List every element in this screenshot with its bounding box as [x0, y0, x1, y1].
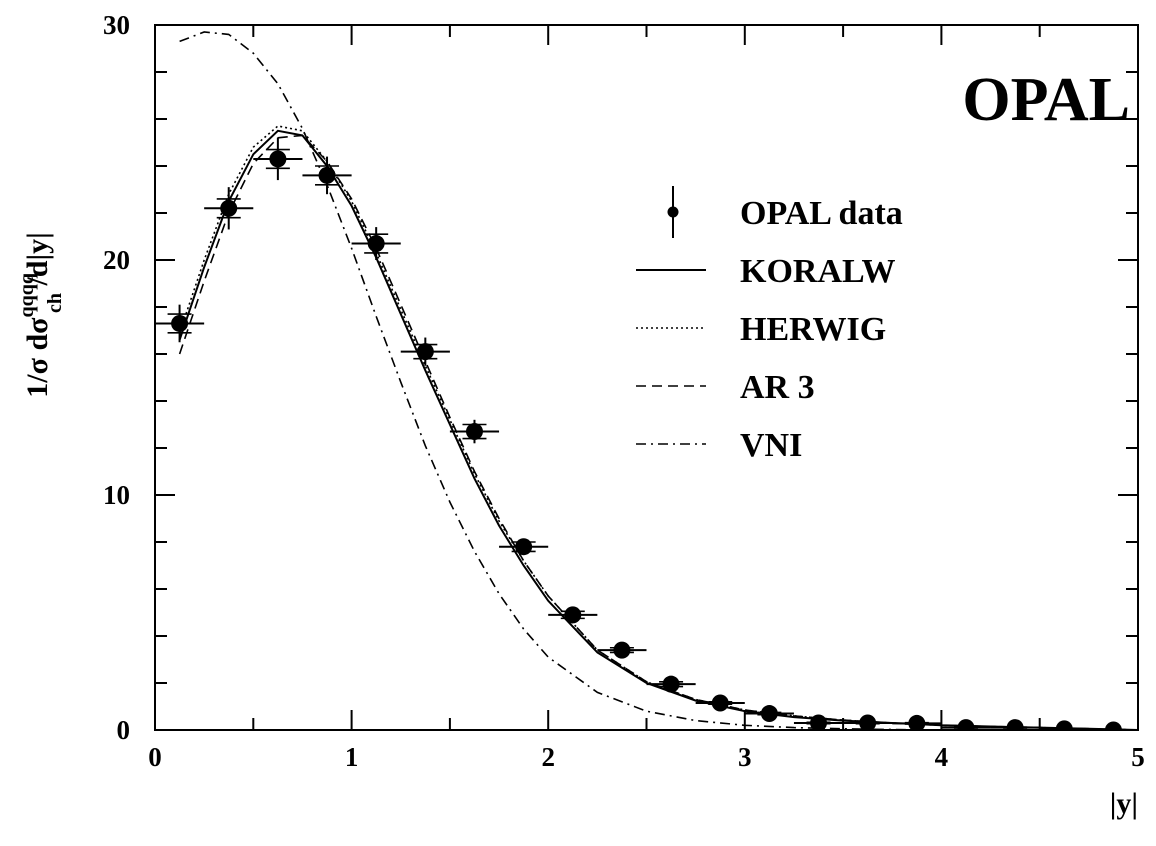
data-point — [957, 719, 975, 730]
data-point — [564, 606, 582, 624]
axis-ticks — [154, 24, 1139, 731]
series-line-herwig — [178, 125, 1138, 730]
plot-area — [155, 31, 1138, 730]
data-point — [711, 694, 729, 712]
legend: OPAL data KORALW HERWIG AR 3 VNI — [636, 186, 903, 464]
y-tick-label: 30 — [103, 10, 130, 40]
data-point — [908, 714, 926, 730]
data-point — [760, 705, 778, 723]
legend-label: VNI — [740, 427, 802, 464]
y-axis-label: 1/σ dσqqqq ch /d|y| — [16, 232, 66, 397]
legend-marker-dot — [667, 206, 679, 218]
data-point — [613, 641, 631, 659]
data-point — [1006, 719, 1024, 730]
tick-labels: 0 1 2 3 4 5 0 10 20 30 — [103, 10, 1145, 772]
x-tick-label: 3 — [738, 742, 752, 772]
y-tick-label: 20 — [103, 245, 130, 275]
legend-label: HERWIG — [740, 311, 886, 348]
y-label-superscript: qqqq — [16, 273, 38, 318]
data-point — [171, 314, 189, 332]
y-label-tail: /d|y| — [21, 232, 54, 293]
x-tick-label: 1 — [345, 742, 359, 772]
x-tick-label: 2 — [541, 742, 555, 772]
data-point — [1104, 721, 1122, 730]
x-tick-label: 0 — [148, 742, 162, 772]
y-label-subscript: ch — [44, 293, 66, 313]
x-tick-label: 5 — [1131, 742, 1145, 772]
y-label-main: 1/σ dσ — [21, 317, 54, 398]
x-tick-label: 4 — [935, 742, 949, 772]
chart-title: OPAL — [962, 66, 1130, 134]
data-point — [515, 538, 533, 556]
data-point — [859, 714, 877, 730]
data-point — [465, 423, 483, 441]
data-point — [662, 675, 680, 693]
legend-label: KORALW — [740, 253, 896, 290]
data-point — [367, 235, 385, 253]
legend-label: OPAL data — [740, 195, 903, 232]
data-point — [220, 199, 238, 217]
y-tick-label: 10 — [103, 480, 130, 510]
legend-label: AR 3 — [740, 369, 815, 406]
data-point — [318, 166, 336, 184]
y-tick-label: 0 — [117, 715, 131, 745]
data-point — [416, 343, 434, 361]
series-line-ar-3 — [178, 134, 1138, 730]
series-line-koralw — [178, 129, 1138, 730]
x-axis-label: |y| — [1110, 787, 1138, 820]
series-line-vni — [179, 31, 1138, 730]
data-point — [810, 714, 828, 730]
data-point — [1055, 720, 1073, 730]
data-point — [269, 150, 287, 168]
